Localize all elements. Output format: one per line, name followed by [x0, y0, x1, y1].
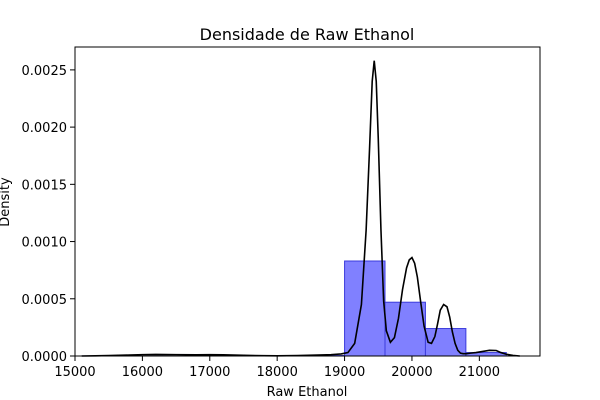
y-axis-label: Density	[0, 177, 13, 227]
histogram-bar-7	[344, 260, 386, 357]
y-tick-label-0: 0.0000	[22, 350, 68, 365]
plot-frame	[74, 46, 541, 357]
y-tick-label-1: 0.0005	[22, 293, 68, 308]
x-axis-label: Raw Ethanol	[267, 385, 348, 400]
x-tick-label-3: 18000	[256, 365, 297, 380]
x-axis-ticks: 15000 16000 17000 18000 19000 20000 21000	[54, 356, 500, 380]
x-tick-label-0: 15000	[54, 365, 95, 380]
x-tick-label-1: 16000	[122, 365, 163, 380]
x-tick-label-5: 20000	[391, 365, 432, 380]
y-tick-label-4: 0.0020	[22, 121, 68, 136]
histogram-bars	[81, 260, 507, 357]
x-tick-label-4: 19000	[324, 365, 365, 380]
kde-line	[81, 60, 520, 357]
x-tick-label-2: 17000	[189, 365, 230, 380]
y-tick-label-3: 0.0015	[22, 178, 68, 193]
histogram-bar-8	[384, 301, 426, 357]
x-tick-label-6: 21000	[459, 365, 500, 380]
y-axis-ticks: 0.0000 0.0005 0.0010 0.0015 0.0020 0.0025	[22, 64, 75, 365]
y-tick-label-5: 0.0025	[22, 64, 68, 79]
y-tick-label-2: 0.0010	[22, 236, 68, 251]
chart-title: Densidade de Raw Ethanol	[200, 25, 415, 44]
